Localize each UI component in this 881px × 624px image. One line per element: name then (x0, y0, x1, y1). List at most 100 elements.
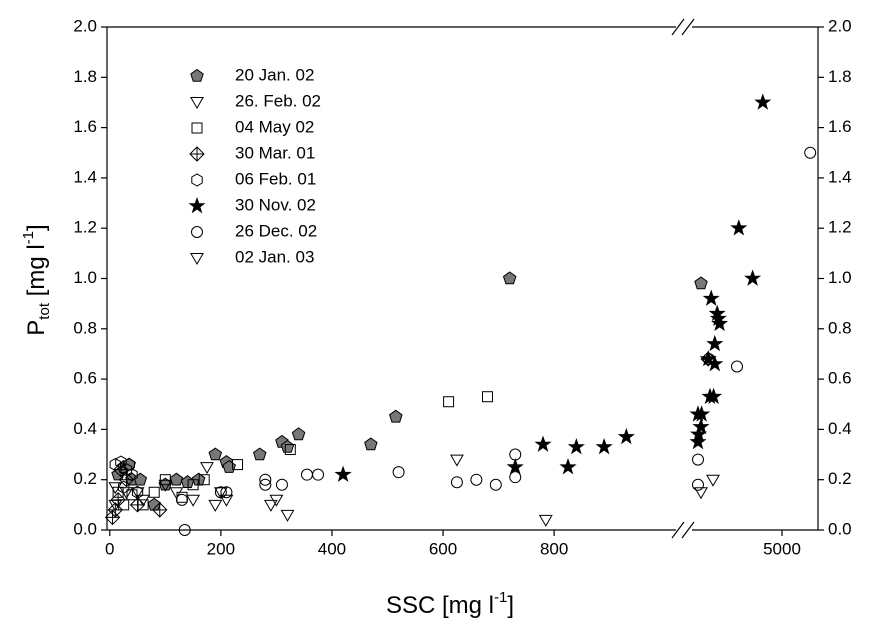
y2-tick-label: 0.2 (828, 469, 852, 488)
triangle-marker (213, 487, 228, 500)
diamond-cross-marker (152, 502, 168, 518)
y2-tick-label: 0.0 (828, 519, 852, 538)
circle-marker (220, 486, 233, 499)
legend-label: 26. Feb. 02 (235, 91, 321, 110)
legend-label: 04 May 02 (235, 117, 314, 136)
x-tick-label: 400 (318, 539, 346, 558)
circle-marker (259, 473, 272, 486)
circle-marker (509, 471, 522, 484)
pentagon-marker (169, 472, 184, 486)
star-marker (711, 314, 729, 332)
square-marker (159, 474, 171, 486)
diamond-cross-marker (189, 146, 205, 162)
y-tick-label: 2.0 (73, 16, 97, 35)
y2-tick-label: 1.6 (828, 117, 852, 136)
y2-tick-label: 1.8 (828, 67, 852, 86)
pentagon-marker (389, 409, 403, 423)
triangle-marker (219, 494, 234, 507)
x-label-close: ] (507, 592, 514, 619)
y-tick-label: 1.6 (73, 117, 97, 136)
circle-marker (214, 486, 227, 499)
pentagon-marker (364, 437, 378, 451)
pentagon-marker (133, 472, 148, 486)
square-marker (148, 486, 160, 498)
diamond-cross-marker (104, 509, 121, 526)
circle-marker (804, 146, 817, 159)
y2-tick-label: 0.6 (828, 369, 852, 388)
pentagon-marker (191, 472, 206, 486)
y-tick-label: 1.2 (73, 218, 97, 237)
y-tick-label: 1.4 (73, 167, 97, 186)
triangle-marker (208, 499, 223, 512)
star-marker (705, 387, 723, 405)
series (112, 391, 493, 511)
circle-marker (259, 478, 272, 491)
pentagon-marker (291, 427, 306, 441)
x-label-sup: -1 (494, 589, 507, 606)
circle-marker (275, 478, 288, 491)
triangle-marker (450, 454, 464, 467)
hexagon-marker (191, 173, 203, 187)
y-tick-label: 0.6 (73, 369, 97, 388)
hexagon-marker (123, 458, 135, 472)
star-marker (692, 417, 710, 435)
triangle-marker (200, 462, 214, 475)
triangle-marker (263, 499, 278, 512)
y2-tick-label: 0.4 (828, 419, 852, 438)
triangle-marker (186, 494, 201, 507)
series (175, 146, 817, 536)
legend-label: 02 Jan. 03 (235, 247, 314, 266)
star-marker (334, 465, 352, 482)
x-tick-label: 5000 (763, 539, 801, 558)
y-tick-label: 0.4 (73, 419, 97, 438)
triangle-marker (158, 479, 173, 492)
break-mark (671, 18, 685, 36)
y2-tick-label: 0.8 (828, 318, 852, 337)
circle-marker (175, 493, 188, 506)
circle-marker (702, 352, 715, 365)
break-mark (681, 18, 695, 36)
circle-marker (489, 478, 502, 491)
star-marker (595, 437, 613, 455)
y2-tick-label: 2.0 (828, 16, 852, 35)
series (108, 454, 720, 527)
hexagon-marker (126, 468, 138, 482)
y2-tick-label: 1.2 (828, 218, 852, 237)
series (334, 93, 772, 482)
break-mark (681, 521, 695, 539)
circle-marker (692, 478, 704, 491)
hexagon-marker (115, 455, 127, 469)
pentagon-marker (190, 68, 204, 82)
series (109, 455, 144, 499)
hexagon-marker (120, 463, 133, 477)
star-marker (730, 219, 748, 236)
x-axis-label: SSC [mg l-1] (386, 589, 514, 619)
hexagon-marker (131, 485, 144, 499)
y-tick-label: 0.0 (73, 519, 97, 538)
star-marker (706, 334, 724, 352)
triangle-marker (130, 487, 145, 500)
circle-marker (692, 453, 704, 466)
star-marker (689, 433, 707, 450)
star-marker (567, 437, 585, 455)
square-marker (198, 474, 210, 486)
triangle-marker (538, 514, 553, 527)
y-tick-label: 1.8 (73, 67, 97, 86)
diamond-cross-marker (129, 497, 146, 513)
x-tick-label: 800 (540, 539, 568, 558)
circle-marker (450, 476, 463, 489)
x-label-text: SSC [mg l (386, 592, 494, 619)
pentagon-marker (253, 447, 267, 461)
diamond-cross-marker (110, 492, 126, 508)
square-marker (284, 444, 296, 456)
circle-marker (191, 226, 203, 238)
axis-breaks (671, 18, 695, 539)
y-tick-label: 0.2 (73, 469, 97, 488)
circle-marker (731, 360, 743, 373)
x-tick-label: 0 (105, 539, 114, 558)
pentagon-marker (208, 447, 223, 461)
axes (106, 26, 819, 531)
triangle-marker (706, 474, 720, 487)
star-marker (706, 354, 724, 372)
